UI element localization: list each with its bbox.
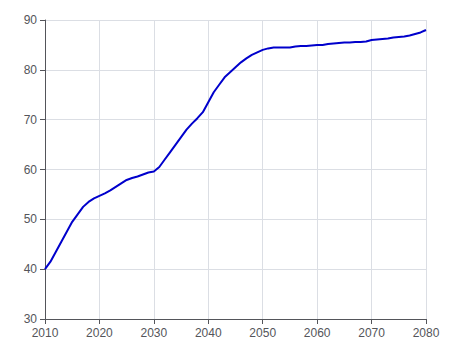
svg-text:50: 50 xyxy=(24,212,38,226)
svg-text:80: 80 xyxy=(24,63,38,77)
svg-text:40: 40 xyxy=(24,262,38,276)
svg-text:2070: 2070 xyxy=(358,326,385,340)
svg-text:2060: 2060 xyxy=(304,326,331,340)
svg-text:2050: 2050 xyxy=(249,326,276,340)
svg-text:90: 90 xyxy=(24,13,38,27)
svg-text:2010: 2010 xyxy=(32,326,59,340)
svg-text:2080: 2080 xyxy=(413,326,440,340)
svg-text:30: 30 xyxy=(24,312,38,326)
svg-text:2020: 2020 xyxy=(86,326,113,340)
svg-text:60: 60 xyxy=(24,163,38,177)
svg-text:70: 70 xyxy=(24,113,38,127)
svg-text:2030: 2030 xyxy=(141,326,168,340)
svg-text:2040: 2040 xyxy=(195,326,222,340)
